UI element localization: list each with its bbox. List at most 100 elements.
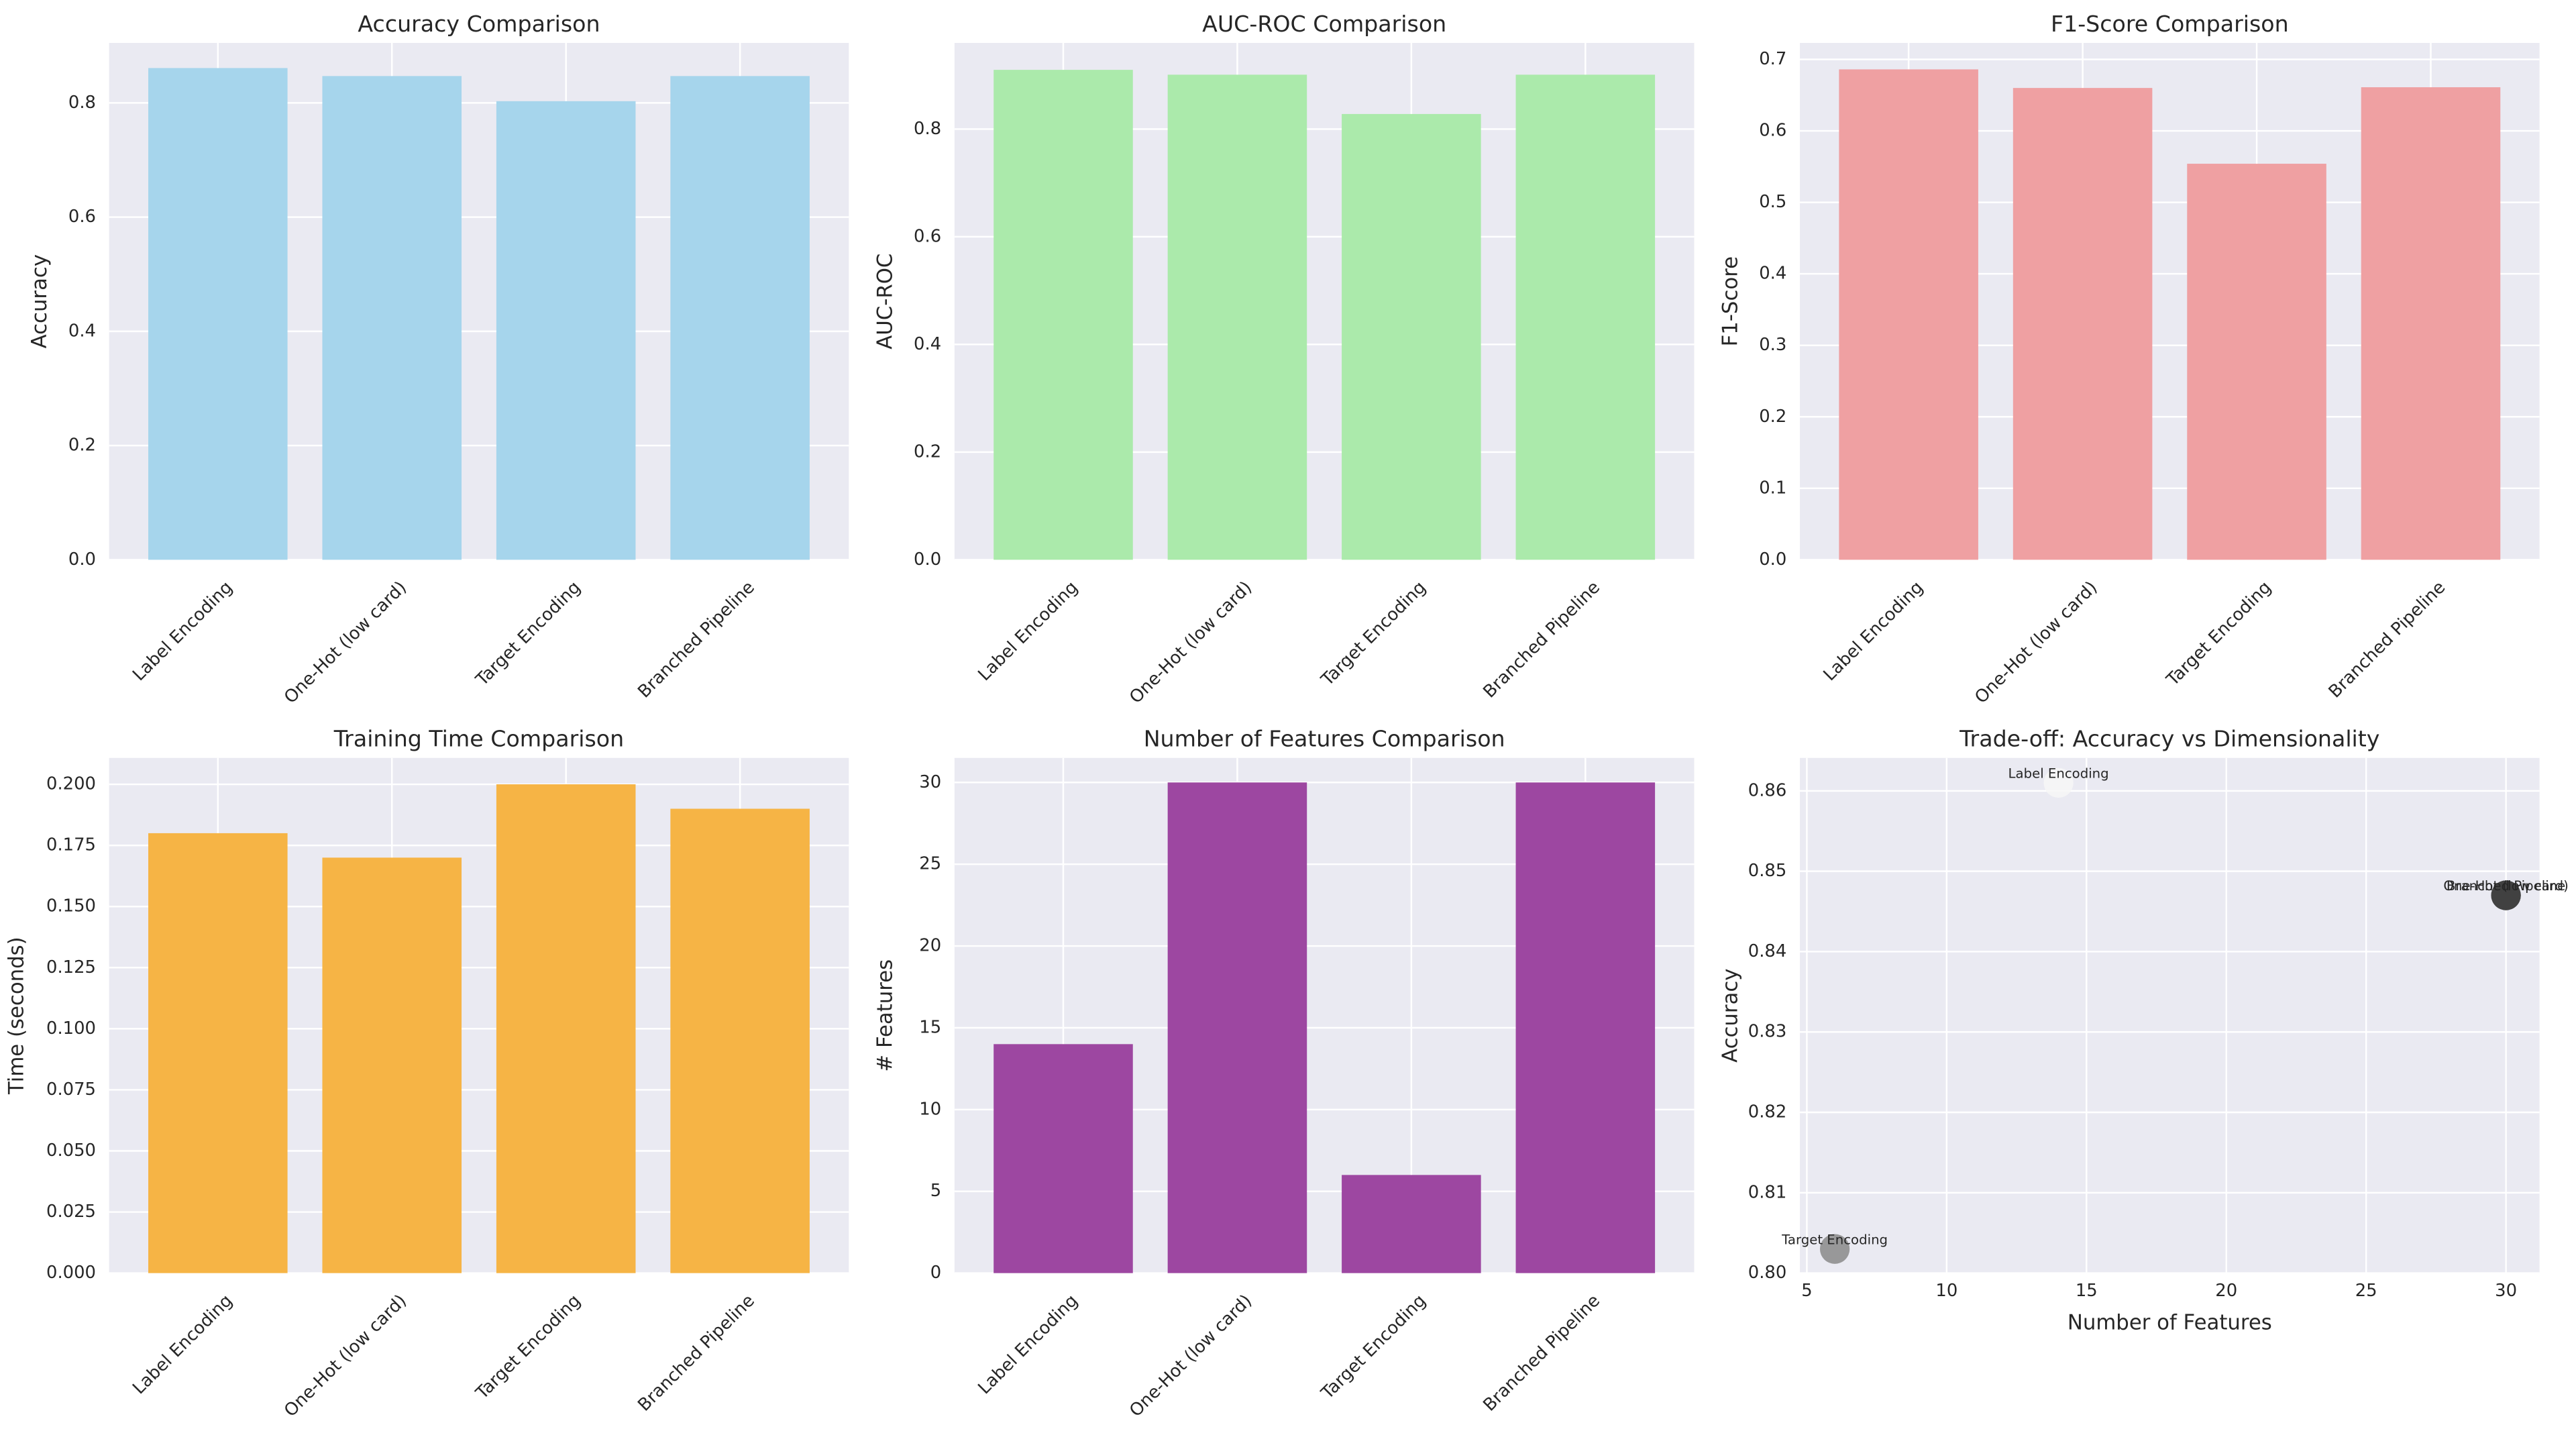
x-tick-label: Branched Pipeline bbox=[1479, 578, 1604, 702]
chart-title: Trade-off: Accuracy vs Dimensionality bbox=[1959, 725, 2379, 751]
x-tick-label: 20 bbox=[2215, 1281, 2237, 1301]
bar bbox=[670, 808, 810, 1273]
y-tick-label: 0.2 bbox=[68, 435, 96, 456]
bar bbox=[2187, 164, 2326, 560]
y-tick-label: 0.83 bbox=[1748, 1022, 1787, 1042]
x-tick-label: Target Encoding bbox=[472, 578, 584, 690]
y-tick-label: 30 bbox=[919, 772, 941, 792]
y-tick-label: 10 bbox=[919, 1099, 941, 1119]
y-tick-label: 5 bbox=[930, 1181, 941, 1201]
x-tick-label: 15 bbox=[2076, 1281, 2098, 1301]
x-tick-label: Label Encoding bbox=[974, 1291, 1081, 1398]
x-tick-label: Target Encoding bbox=[472, 1291, 584, 1403]
x-tick-label: 25 bbox=[2355, 1281, 2377, 1301]
x-tick-label: 10 bbox=[1935, 1281, 1957, 1301]
point-annotation: One-Hot (low card) bbox=[2443, 878, 2568, 894]
y-tick-label: 0 bbox=[930, 1263, 941, 1283]
y-tick-label: 0.6 bbox=[914, 226, 941, 246]
y-tick-label: 0.025 bbox=[46, 1202, 96, 1222]
y-tick-label: 0.2 bbox=[1759, 407, 1786, 427]
bar bbox=[1515, 782, 1656, 1273]
point bbox=[2043, 767, 2074, 798]
bar bbox=[322, 76, 462, 560]
chart-title: Number of Features Comparison bbox=[1144, 725, 1505, 751]
x-tick-label: Target Encoding bbox=[1317, 578, 1430, 690]
y-tick-label: 0.000 bbox=[46, 1263, 96, 1283]
y-tick-label: 0.125 bbox=[46, 957, 96, 977]
bar bbox=[2361, 87, 2501, 560]
bar bbox=[994, 70, 1133, 560]
y-tick-label: 0.80 bbox=[1748, 1263, 1787, 1283]
x-tick-label: Branched Pipeline bbox=[634, 578, 759, 702]
x-tick-label: 5 bbox=[1801, 1281, 1812, 1301]
point-annotation: Target Encoding bbox=[1781, 1232, 1888, 1247]
y-tick-label: 0.8 bbox=[68, 93, 96, 113]
x-tick-label: Label Encoding bbox=[1820, 578, 1927, 685]
y-tick-label: 0.175 bbox=[46, 835, 96, 855]
y-tick-label: 0.2 bbox=[914, 441, 941, 462]
y-tick-label: 0.150 bbox=[46, 896, 96, 916]
y-tick-label: 0.85 bbox=[1748, 861, 1787, 881]
y-tick-label: 0.3 bbox=[1759, 335, 1786, 355]
bar bbox=[1342, 113, 1481, 560]
y-tick-label: 0.81 bbox=[1748, 1182, 1787, 1202]
y-tick-label: 0.0 bbox=[68, 549, 96, 570]
x-tick-label: Label Encoding bbox=[974, 578, 1081, 685]
x-tick-label: Branched Pipeline bbox=[634, 1291, 759, 1416]
y-tick-label: 0.050 bbox=[46, 1141, 96, 1161]
y-tick-label: 0.7 bbox=[1759, 49, 1786, 69]
y-axis-label: Time (seconds) bbox=[5, 937, 29, 1095]
bar bbox=[322, 857, 462, 1273]
y-tick-label: 0.5 bbox=[1759, 192, 1786, 212]
x-tick-label: One-Hot (low card) bbox=[280, 578, 411, 708]
bar bbox=[496, 784, 636, 1273]
y-tick-label: 0.4 bbox=[1759, 264, 1786, 284]
x-tick-label: Label Encoding bbox=[129, 578, 236, 685]
plot-background bbox=[1799, 757, 2540, 1273]
y-tick-label: 25 bbox=[919, 854, 941, 874]
bar bbox=[1167, 74, 1307, 560]
bar bbox=[1342, 1175, 1481, 1273]
x-axis-label: Number of Features bbox=[2068, 1310, 2272, 1334]
x-tick-label: Target Encoding bbox=[1317, 1291, 1430, 1403]
point-annotation: Label Encoding bbox=[2008, 765, 2109, 781]
y-tick-label: 0.6 bbox=[68, 207, 96, 227]
y-tick-label: 0.84 bbox=[1748, 941, 1787, 961]
bar bbox=[994, 1044, 1133, 1273]
y-axis-label: # Features bbox=[873, 959, 897, 1072]
x-tick-label: One-Hot (low card) bbox=[1126, 1291, 1256, 1421]
y-tick-label: 0.86 bbox=[1748, 780, 1787, 800]
point bbox=[1819, 1234, 1850, 1264]
y-tick-label: 0.4 bbox=[68, 321, 96, 341]
y-axis-label: F1-Score bbox=[1718, 256, 1742, 346]
bar bbox=[2012, 88, 2153, 560]
y-tick-label: 15 bbox=[919, 1017, 941, 1037]
y-tick-label: 0.0 bbox=[1759, 549, 1786, 570]
chart-title: AUC-ROC Comparison bbox=[1202, 11, 1446, 37]
y-tick-label: 0.6 bbox=[1759, 121, 1786, 141]
y-tick-label: 0.0 bbox=[914, 549, 941, 570]
x-tick-label: Branched Pipeline bbox=[2325, 578, 2450, 702]
y-tick-label: 0.1 bbox=[1759, 478, 1786, 498]
point-annotation: Branched Pipeline bbox=[2447, 878, 2565, 894]
chart-title: Training Time Comparison bbox=[333, 725, 624, 751]
y-axis-label: Accuracy bbox=[1718, 968, 1742, 1062]
x-tick-label: One-Hot (low card) bbox=[1971, 578, 2101, 708]
y-tick-label: 0.200 bbox=[46, 774, 96, 794]
point bbox=[2491, 880, 2521, 910]
y-tick-label: 20 bbox=[919, 936, 941, 956]
bar bbox=[1839, 69, 1978, 560]
bar bbox=[1167, 782, 1307, 1273]
y-axis-label: AUC-ROC bbox=[873, 254, 897, 350]
chart-title: F1-Score Comparison bbox=[2051, 11, 2289, 37]
x-tick-label: Label Encoding bbox=[129, 1291, 236, 1398]
y-tick-label: 0.82 bbox=[1748, 1102, 1787, 1122]
x-tick-label: One-Hot (low card) bbox=[1126, 578, 1256, 708]
y-tick-label: 0.4 bbox=[914, 334, 941, 354]
x-tick-label: 30 bbox=[2495, 1281, 2517, 1301]
y-tick-label: 0.075 bbox=[46, 1079, 96, 1100]
bar bbox=[496, 101, 636, 560]
x-tick-label: Target Encoding bbox=[2162, 578, 2275, 690]
bar bbox=[148, 68, 288, 560]
